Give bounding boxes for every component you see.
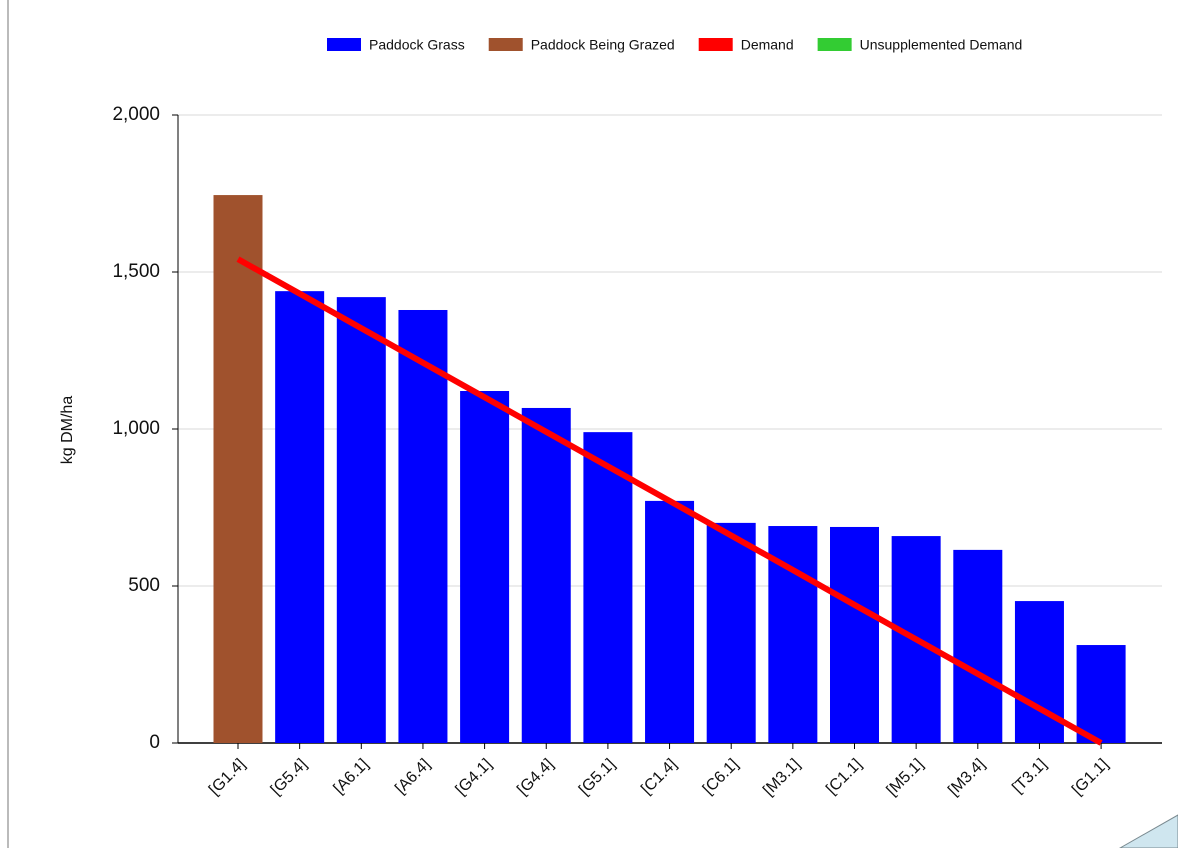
bar	[336, 297, 386, 743]
bar	[830, 526, 879, 743]
bar	[583, 432, 633, 743]
x-tick-label: [G4.1]	[453, 756, 496, 799]
legend-label: Paddock Grass	[369, 37, 465, 53]
bar	[706, 522, 756, 743]
y-tick-label: 2,000	[112, 104, 160, 125]
x-tick-label: [M3.1]	[760, 756, 803, 799]
x-tick-label: [C6.1]	[700, 756, 742, 798]
legend-label: Paddock Being Grazed	[531, 37, 675, 53]
legend-swatch	[488, 38, 523, 51]
x-tick-label: [G5.1]	[576, 756, 619, 799]
x-tick-label: [M3.4]	[945, 756, 988, 799]
legend-swatch	[327, 38, 361, 51]
x-tick-label: [T3.1]	[1009, 756, 1050, 797]
y-tick-label: 0	[149, 732, 160, 753]
legend-label: Unsupplemented Demand	[860, 37, 1023, 53]
y-tick-label: 1,000	[112, 418, 160, 439]
line	[236, 256, 1103, 746]
y-tick-label: 1,500	[112, 261, 160, 282]
x-tick-label: [G1.4]	[206, 756, 249, 799]
x-tick-label: [A6.1]	[331, 756, 373, 798]
x-tick-label: [C1.1]	[823, 756, 865, 798]
x-tick-label: [G4.4]	[514, 756, 557, 799]
legend-label: Demand	[741, 37, 794, 53]
bar	[275, 291, 325, 743]
corner-decoration	[1118, 814, 1178, 848]
bar	[460, 391, 510, 743]
x-tick-label: [G5.4]	[268, 756, 311, 799]
bar	[398, 309, 448, 743]
bar	[953, 549, 1003, 743]
x-tick-label: [C1.4]	[638, 756, 680, 798]
bar	[521, 407, 571, 743]
bar	[1014, 601, 1064, 743]
x-tick-label: [G1.1]	[1069, 756, 1112, 799]
bar	[213, 195, 263, 743]
bar	[645, 500, 695, 743]
legend-swatch	[698, 38, 733, 51]
y-tick-label: 500	[128, 575, 160, 596]
x-tick-label: [M5.1]	[884, 756, 927, 799]
y-axis-label: kg DM/ha	[59, 396, 76, 465]
legend-swatch	[817, 38, 852, 51]
x-tick-label: [A6.4]	[392, 756, 434, 798]
bar	[1076, 645, 1126, 743]
